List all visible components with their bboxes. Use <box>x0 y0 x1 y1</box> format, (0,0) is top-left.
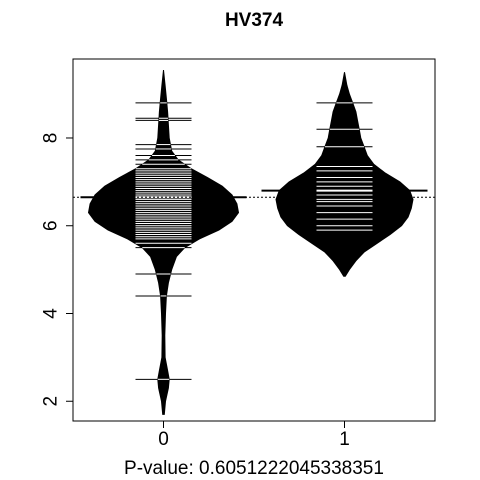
bean-shape-0 <box>87 69 240 415</box>
x-tick-label: 0 <box>158 429 169 450</box>
chart-title: HV374 <box>225 10 284 31</box>
beans-group <box>80 69 428 415</box>
y-tick-label: 8 <box>41 133 62 144</box>
bean-shape-1 <box>275 72 414 277</box>
x-tick-label: 1 <box>339 429 350 450</box>
y-tick-label: 4 <box>41 308 62 319</box>
x-axis-label: P-value: 0.6051222045338351 <box>124 458 384 479</box>
y-axis: 2 4 6 8 <box>41 133 73 407</box>
plot-frame <box>72 58 436 422</box>
y-tick-label: 6 <box>41 220 62 231</box>
y-tick-label: 2 <box>41 396 62 407</box>
